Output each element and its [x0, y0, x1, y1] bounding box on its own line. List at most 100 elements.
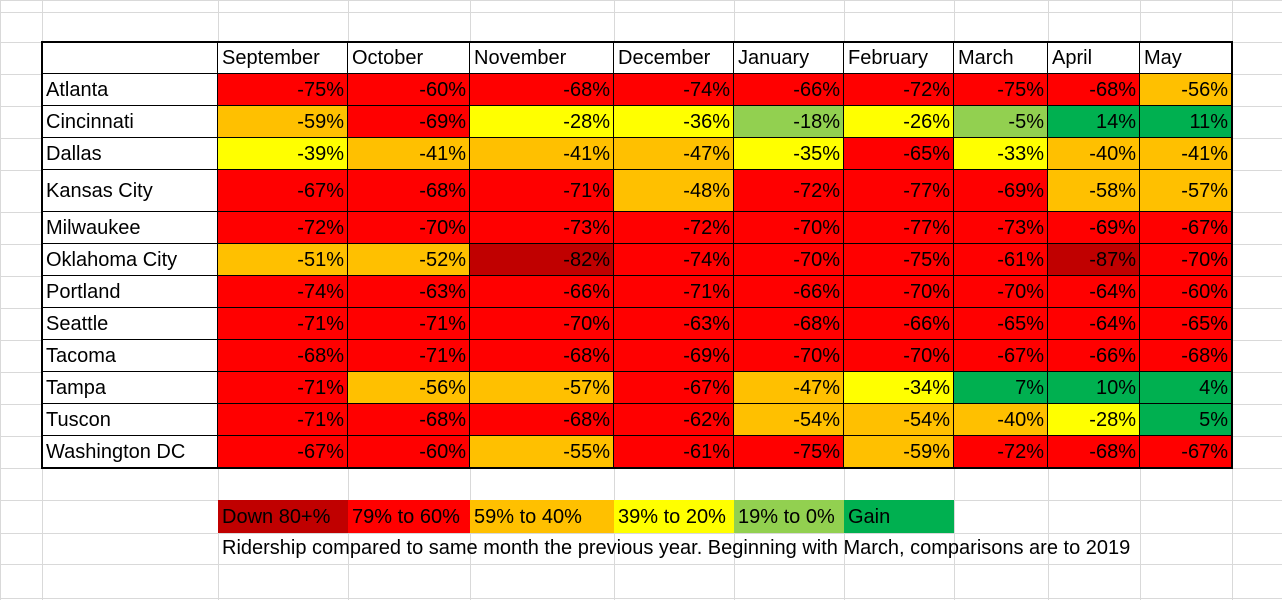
- row-label-tuscon: Tuscon: [42, 404, 218, 436]
- heatmap-cell-tuscon-april: -28%: [1048, 404, 1140, 436]
- heatmap-cell-dallas-april: -40%: [1048, 138, 1140, 170]
- heatmap-cell-dallas-february: -65%: [844, 138, 954, 170]
- heatmap-cell-kansas-city-april: -58%: [1048, 170, 1140, 212]
- heatmap-cell-kansas-city-january: -72%: [734, 170, 844, 212]
- heatmap-cell-oklahoma-city-may: -70%: [1140, 244, 1232, 276]
- heatmap-cell-washington-dc-march: -72%: [954, 436, 1048, 468]
- heatmap-cell-tacoma-september: -68%: [218, 340, 348, 372]
- row-label-seattle: Seattle: [42, 308, 218, 340]
- header-corner-cell: [42, 42, 218, 74]
- heatmap-cell-cincinnati-february: -26%: [844, 106, 954, 138]
- row-label-portland: Portland: [42, 276, 218, 308]
- heatmap-cell-milwaukee-may: -67%: [1140, 212, 1232, 244]
- heatmap-cell-tampa-april: 10%: [1048, 372, 1140, 404]
- heatmap-cell-cincinnati-october: -69%: [348, 106, 470, 138]
- row-label-washington-dc: Washington DC: [42, 436, 218, 468]
- heatmap-cell-oklahoma-city-november: -82%: [470, 244, 614, 276]
- heatmap-cell-kansas-city-october: -68%: [348, 170, 470, 212]
- heatmap-cell-tacoma-november: -68%: [470, 340, 614, 372]
- heatmap-cell-seattle-december: -63%: [614, 308, 734, 340]
- heatmap-cell-oklahoma-city-january: -70%: [734, 244, 844, 276]
- row-label-dallas: Dallas: [42, 138, 218, 170]
- heatmap-cell-cincinnati-may: 11%: [1140, 106, 1232, 138]
- heatmap-cell-seattle-march: -65%: [954, 308, 1048, 340]
- row-label-atlanta: Atlanta: [42, 74, 218, 106]
- heatmap-cell-milwaukee-november: -73%: [470, 212, 614, 244]
- heatmap-cell-tuscon-september: -71%: [218, 404, 348, 436]
- heatmap-cell-seattle-april: -64%: [1048, 308, 1140, 340]
- row-label-tampa: Tampa: [42, 372, 218, 404]
- heatmap-cell-washington-dc-november: -55%: [470, 436, 614, 468]
- heatmap-cell-portland-january: -66%: [734, 276, 844, 308]
- heatmap-cell-kansas-city-december: -48%: [614, 170, 734, 212]
- heatmap-cell-kansas-city-november: -71%: [470, 170, 614, 212]
- heatmap-cell-seattle-october: -71%: [348, 308, 470, 340]
- column-header-october: October: [348, 42, 470, 74]
- heatmap-cell-dallas-may: -41%: [1140, 138, 1232, 170]
- heatmap-cell-tampa-february: -34%: [844, 372, 954, 404]
- heatmap-cell-tacoma-april: -66%: [1048, 340, 1140, 372]
- heatmap-cell-tacoma-february: -70%: [844, 340, 954, 372]
- heatmap-cell-oklahoma-city-april: -87%: [1048, 244, 1140, 276]
- heatmap-cell-oklahoma-city-september: -51%: [218, 244, 348, 276]
- heatmap-cell-tuscon-october: -68%: [348, 404, 470, 436]
- heatmap-cell-atlanta-december: -74%: [614, 74, 734, 106]
- heatmap-cell-tuscon-december: -62%: [614, 404, 734, 436]
- column-header-september: September: [218, 42, 348, 74]
- footnote-text: Ridership compared to same month the pre…: [222, 537, 1131, 559]
- heatmap-cell-dallas-november: -41%: [470, 138, 614, 170]
- column-header-march: March: [954, 42, 1048, 74]
- column-header-may: May: [1140, 42, 1232, 74]
- heatmap-cell-tampa-january: -47%: [734, 372, 844, 404]
- heatmap-cell-tacoma-october: -71%: [348, 340, 470, 372]
- heatmap-cell-dallas-march: -33%: [954, 138, 1048, 170]
- heatmap-cell-milwaukee-september: -72%: [218, 212, 348, 244]
- heatmap-cell-kansas-city-february: -77%: [844, 170, 954, 212]
- heatmap-cell-atlanta-april: -68%: [1048, 74, 1140, 106]
- column-header-april: April: [1048, 42, 1140, 74]
- heatmap-cell-portland-march: -70%: [954, 276, 1048, 308]
- heatmap-cell-portland-february: -70%: [844, 276, 954, 308]
- heatmap-cell-washington-dc-october: -60%: [348, 436, 470, 468]
- heatmap-cell-washington-dc-december: -61%: [614, 436, 734, 468]
- heatmap-cell-oklahoma-city-february: -75%: [844, 244, 954, 276]
- heatmap-cell-oklahoma-city-october: -52%: [348, 244, 470, 276]
- heatmap-cell-atlanta-february: -72%: [844, 74, 954, 106]
- heatmap-cell-cincinnati-december: -36%: [614, 106, 734, 138]
- heatmap-cell-washington-dc-april: -68%: [1048, 436, 1140, 468]
- row-label-milwaukee: Milwaukee: [42, 212, 218, 244]
- row-label-oklahoma-city: Oklahoma City: [42, 244, 218, 276]
- heatmap-cell-cincinnati-november: -28%: [470, 106, 614, 138]
- row-label-cincinnati: Cincinnati: [42, 106, 218, 138]
- heatmap-cell-tuscon-may: 5%: [1140, 404, 1232, 436]
- column-header-january: January: [734, 42, 844, 74]
- heatmap-cell-portland-december: -71%: [614, 276, 734, 308]
- heatmap-cell-tacoma-december: -69%: [614, 340, 734, 372]
- heatmap-cell-tuscon-january: -54%: [734, 404, 844, 436]
- heatmap-cell-dallas-december: -47%: [614, 138, 734, 170]
- heatmap-cell-seattle-may: -65%: [1140, 308, 1232, 340]
- heatmap-cell-portland-september: -74%: [218, 276, 348, 308]
- heatmap-cell-portland-november: -66%: [470, 276, 614, 308]
- heatmap-cell-washington-dc-september: -67%: [218, 436, 348, 468]
- heatmap-cell-kansas-city-september: -67%: [218, 170, 348, 212]
- heatmap-cell-atlanta-may: -56%: [1140, 74, 1232, 106]
- heatmap-cell-seattle-september: -71%: [218, 308, 348, 340]
- heatmap-cell-washington-dc-february: -59%: [844, 436, 954, 468]
- heatmap-cell-cincinnati-april: 14%: [1048, 106, 1140, 138]
- heatmap-cell-oklahoma-city-march: -61%: [954, 244, 1048, 276]
- heatmap-cell-tampa-march: 7%: [954, 372, 1048, 404]
- heatmap-cell-kansas-city-march: -69%: [954, 170, 1048, 212]
- heatmap-cell-dallas-october: -41%: [348, 138, 470, 170]
- heatmap-cell-milwaukee-march: -73%: [954, 212, 1048, 244]
- heatmap-cell-tampa-september: -71%: [218, 372, 348, 404]
- heatmap-cell-tacoma-january: -70%: [734, 340, 844, 372]
- heatmap-cell-tampa-november: -57%: [470, 372, 614, 404]
- heatmap-cell-tacoma-march: -67%: [954, 340, 1048, 372]
- heatmap-cell-kansas-city-may: -57%: [1140, 170, 1232, 212]
- heatmap-cell-oklahoma-city-december: -74%: [614, 244, 734, 276]
- heatmap-cell-milwaukee-february: -77%: [844, 212, 954, 244]
- heatmap-cell-milwaukee-january: -70%: [734, 212, 844, 244]
- heatmap-cell-milwaukee-april: -69%: [1048, 212, 1140, 244]
